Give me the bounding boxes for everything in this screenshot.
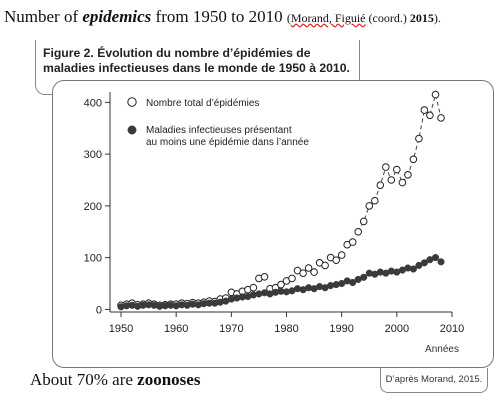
total-epidemics-point — [376, 181, 385, 189]
total-epidemics-point — [393, 165, 401, 174]
total-epidemics-point — [321, 261, 329, 270]
credit-box: D’après Morand, 2015. — [380, 368, 488, 393]
diseases-point — [437, 258, 445, 266]
legend-label-total: Nombre total d’épidémies — [146, 98, 259, 109]
zoonoses-note: About 70% are zoonoses — [30, 369, 200, 391]
figure-title-text: Évolution du nombre d’épidémies de malad… — [43, 46, 350, 75]
total-epidemics-point — [249, 283, 258, 292]
total-epidemics-point — [387, 176, 396, 184]
x-tick-label: 1950 — [109, 323, 133, 335]
figure-title: Figure 2. Évolution du nombre d’épidémie… — [43, 46, 358, 76]
x-axis-label: Années — [425, 344, 459, 355]
total-epidemics-point — [409, 155, 418, 164]
note-emphasis: zoonoses — [137, 370, 201, 389]
legend-marker-total — [127, 97, 137, 107]
caption-emphasis: epidemics — [82, 7, 152, 26]
total-epidemics-point — [348, 238, 357, 246]
x-tick-label: 1990 — [329, 323, 353, 335]
total-epidemics-point — [260, 273, 269, 281]
total-epidemics-point — [365, 202, 374, 210]
x-tick-label: 2000 — [385, 323, 409, 335]
credit-text: D’après Morand, 2015. — [385, 374, 483, 385]
source-open: ( — [286, 11, 291, 25]
note-prefix: About 70% are — [30, 370, 138, 389]
epidemics-chart: 0 100 200 300 400 1950 1960 1970 1980 1990 2000 201… — [84, 90, 464, 355]
diseases-point — [431, 254, 440, 262]
y-tick-label: 0 — [96, 304, 102, 316]
total-epidemics-point — [359, 217, 368, 226]
total-epidemics-point — [332, 256, 341, 264]
total-epidemics-point — [426, 111, 434, 120]
total-epidemics-point — [404, 171, 412, 179]
source-author: Morand, Figuié — [290, 11, 366, 25]
source-year: 2015 — [409, 11, 434, 25]
y-tick-label: 200 — [84, 201, 102, 213]
legend-label-diseases: Maladies infectieuses présentant au moins… — [146, 125, 309, 148]
x-tick-label: 1960 — [164, 323, 188, 335]
diseases-point — [349, 278, 357, 287]
caption-suffix: from 1950 to 2010 — [151, 7, 287, 26]
x-tick-label: 1970 — [219, 323, 243, 335]
caption-source: (Morand, Figuié (coord.) 2015). — [287, 11, 441, 25]
total-epidemics-point — [288, 274, 296, 283]
total-epidemics-point — [431, 90, 440, 99]
legend-marker-diseases — [127, 125, 137, 135]
total-epidemics-point — [420, 106, 429, 114]
total-epidemics-point — [437, 114, 445, 122]
total-epidemics-point — [337, 251, 346, 259]
total-epidemics-point — [304, 264, 313, 272]
y-tick-label: 400 — [84, 97, 102, 109]
total-epidemics-point — [371, 196, 379, 205]
source-close: ). — [433, 11, 441, 25]
caption-prefix: Number of — [4, 7, 83, 26]
diseases-point — [360, 273, 368, 281]
x-tick-label: 1980 — [274, 323, 298, 335]
total-epidemics-point — [398, 178, 407, 187]
figure-label: Figure 2. — [43, 46, 94, 60]
legend-label-diseases-line2: au moins une épidémie dans l’année — [146, 137, 309, 148]
diseases-point — [420, 259, 428, 267]
x-tick-label: 2010 — [440, 323, 464, 335]
source-mid: (coord.) — [365, 11, 410, 25]
total-epidemics-point — [354, 228, 363, 236]
total-epidemics-point — [382, 163, 390, 171]
diseases-point — [409, 265, 417, 273]
y-tick-label: 100 — [84, 253, 102, 265]
chart-frame — [52, 80, 494, 368]
total-epidemics-point — [299, 269, 307, 277]
total-epidemics-point — [310, 268, 318, 276]
legend-label-diseases-line1: Maladies infectieuses présentant — [146, 125, 292, 136]
page-caption: Number of epidemics from 1950 to 2010 (M… — [4, 6, 496, 29]
y-tick-label: 300 — [84, 149, 102, 161]
total-epidemics-point — [415, 134, 423, 143]
